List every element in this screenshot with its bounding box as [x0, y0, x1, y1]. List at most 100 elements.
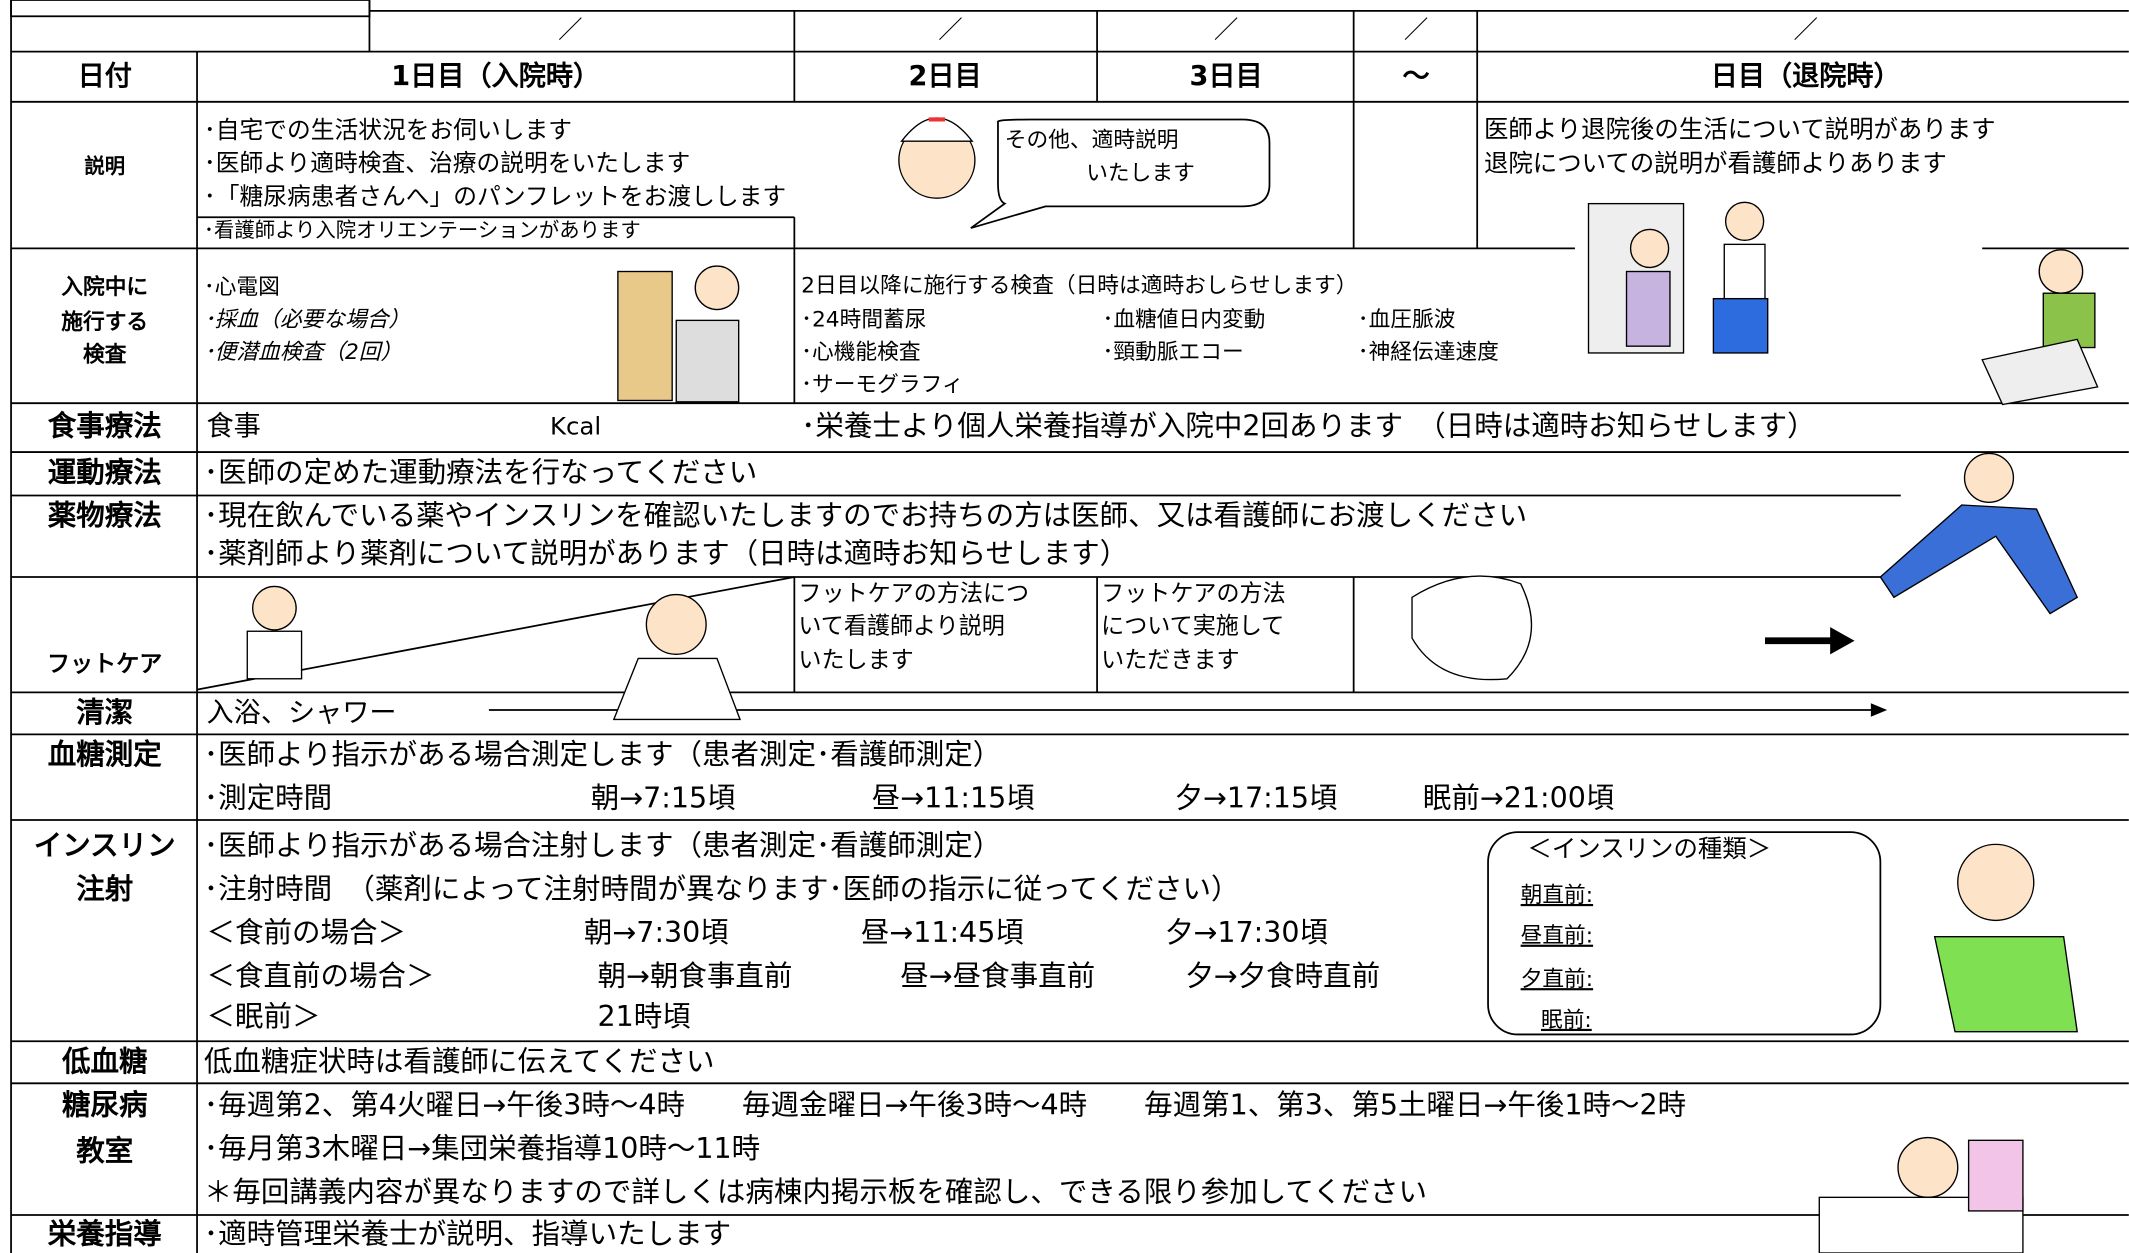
row-label: 注射 [76, 873, 133, 906]
cell-text: ･栄養士より個人栄養指導が入院中2回あります （日時は適時お知らせします） [801, 410, 1815, 443]
day-header: 2日目 [908, 61, 981, 92]
cell-text: 低血糖症状時は看護師に伝えてください [204, 1045, 715, 1078]
cell-text: ＜食前の場合＞ [207, 916, 407, 949]
cell-text: ･注射時間 （薬剤によって注射時間が異なります･医師の指示に従ってください） [204, 873, 1240, 906]
day-header: 1日目（入院時） [391, 60, 600, 92]
row-label: 入院中に [61, 274, 148, 300]
cell-text: 食事 [207, 411, 261, 442]
row-label: 日付 [78, 61, 132, 92]
cell-text: ･採血（必要な場合） [204, 307, 410, 332]
illustration-nurse [898, 117, 976, 199]
row-label: 薬物療法 [48, 499, 162, 532]
row-label: フットケア [47, 652, 162, 678]
cell-text: 朝→7:30頃 [584, 916, 729, 949]
cell-text: 夕→夕食時直前 [1185, 959, 1380, 992]
table-grid [10, 0, 2129, 1253]
row-label: 説明 [84, 154, 125, 178]
cell-text: ･毎月第3木曜日→集団栄養指導10時～11時 [204, 1132, 760, 1165]
cell-text: 夕直前: [1521, 967, 1593, 992]
date-slash: ／ [1404, 15, 1428, 44]
cell-text: 昼→11:45頃 [861, 916, 1024, 949]
cell-text: 夕→17:15頃 [1174, 782, 1337, 815]
illustration-meal [1981, 249, 2099, 406]
row-label: 運動療法 [48, 456, 162, 489]
big-arrow-head [1830, 627, 1855, 655]
cell-text: ･神経伝達速度 [1358, 340, 1499, 365]
cell-text: ･医師より指示がある場合注射します（患者測定･看護師測定） [204, 829, 1001, 862]
day-header: ～ [1403, 61, 1430, 92]
cell-text: ･血糖値日内変動 [1103, 307, 1266, 332]
cell-text: Kcal [550, 412, 601, 441]
row-label: 清潔 [76, 696, 133, 729]
cell-text: 昼→11:15頃 [872, 782, 1035, 815]
cell-text: 朝→朝食事直前 [598, 959, 793, 992]
cell-text: ･便潜血検査（2回） [204, 340, 402, 365]
cell-text: いただきます [1101, 648, 1239, 674]
cell-text: 眠前→21:00頃 [1423, 782, 1615, 815]
cell-text: ･毎週第2、第4火曜日→午後3時～4時 毎週金曜日→午後3時～4時 毎週第1、第… [204, 1088, 1686, 1121]
row-label: 教室 [76, 1135, 133, 1168]
row-label: 施行する [61, 309, 148, 335]
cell-text: ･医師より指示がある場合測定します（患者測定･看護師測定） [204, 738, 1001, 771]
date-slash: ／ [558, 15, 582, 44]
cell-text: ･薬剤師より薬剤について説明があります（日時は適時お知らせします） [204, 537, 1128, 570]
cell-text: 朝→7:15頃 [591, 782, 736, 815]
cell-text: いたします [1086, 161, 1195, 186]
cell-text: ･現在飲んでいる薬やインスリンを確認いたしますのでお持ちの方は医師、又は看護師に… [204, 499, 1527, 532]
cell-text: ･医師の定めた運動療法を行なってください [204, 456, 757, 489]
cell-text: ･心機能検査 [801, 340, 920, 365]
row-label: 栄養指導 [48, 1217, 163, 1250]
date-slash: ／ [1793, 15, 1817, 44]
illustration-foot [246, 575, 1533, 721]
cell-text: ･適時管理栄養士が説明、指導いたします [204, 1217, 731, 1250]
cell-text: ＊毎回講義内容が異なりますので詳しくは病棟内掲示板を確認し、できる限り参加してく… [204, 1175, 1427, 1208]
cell-text: ･血圧脈波 [1358, 307, 1456, 332]
cell-text: ＜インスリンの種類＞ [1527, 834, 1771, 863]
cell-text: 朝直前: [1521, 883, 1593, 908]
cell-text: ･測定時間 [204, 782, 332, 815]
cell-text: 眠前: [1541, 1008, 1592, 1033]
day-header: 3日目 [1189, 61, 1262, 92]
illustration-patient [1933, 843, 2078, 1033]
cell-text: 昼直前: [1521, 924, 1593, 949]
cell-text: ･心電図 [204, 275, 280, 300]
cell-text: その他、適時説明 [1005, 128, 1179, 153]
cell-text: について実施して [1101, 614, 1284, 640]
cell-text: 昼→昼食事直前 [900, 959, 1095, 992]
row-label: 食事療法 [48, 410, 162, 443]
date-slash: ／ [1214, 15, 1238, 44]
cell-text: ･看護師より入院オリエンテーションがあります [204, 218, 641, 242]
cell-text: 入浴、シャワー [207, 698, 397, 729]
cell-text: 医師より退院後の生活について説明があります [1484, 114, 1996, 143]
cell-text: ･24時間蓄尿 [801, 307, 926, 332]
row-label: 検査 [83, 343, 127, 368]
illustration-doctor-machine [617, 265, 740, 403]
row-label: インスリン [34, 829, 176, 862]
row-label: 低血糖 [61, 1045, 148, 1078]
cell-text: ＜眠前＞ [207, 1000, 321, 1033]
cell-text: ･「糖尿病患者さんへ」のパンフレットをお渡しします [204, 183, 786, 211]
cell-text: 退院についての説明が看護師よりあります [1484, 148, 1947, 177]
cell-text: ＜食直前の場合＞ [207, 959, 435, 992]
cell-text: フットケアの方法につ [798, 581, 1029, 607]
cell-text: 夕→17:30頃 [1165, 916, 1328, 949]
cell-text: 21時頃 [598, 1000, 691, 1033]
cell-text: フットケアの方法 [1101, 581, 1286, 607]
row-label: 糖尿病 [62, 1088, 148, 1121]
arrow-head [1870, 703, 1888, 717]
illustration-discharge [1587, 201, 1769, 354]
cell-text: いたします [798, 648, 913, 674]
day-header: 日目（退院時） [1711, 60, 1901, 92]
illustration-dietitian [1818, 1136, 2024, 1253]
row-label: 血糖測定 [48, 738, 163, 771]
cell-text: ･サーモグラフィ [801, 373, 963, 398]
speech-bubble [970, 118, 1271, 229]
cell-text: いて看護師より説明 [798, 614, 1004, 640]
cell-text: 2日目以降に施行する検査（日時は適時おしらせします） [801, 273, 1357, 298]
insulin-box [1487, 831, 1882, 1036]
date-slash: ／ [938, 15, 962, 44]
cell-text: ･頸動脈エコー [1103, 340, 1244, 365]
cell-text: ･自宅での生活状況をお伺いします [204, 116, 572, 144]
